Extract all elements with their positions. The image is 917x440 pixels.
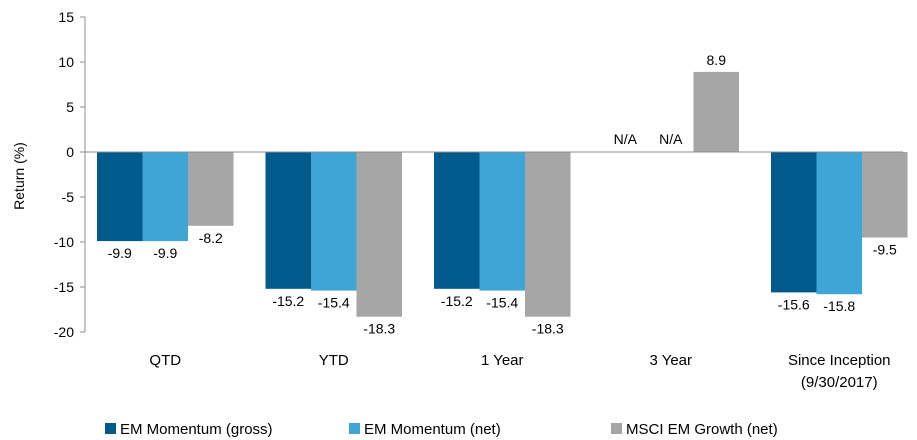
category-labels-group: QTD YTD 1 Year 3 Year Since Inception (9/30/2… <box>149 352 890 391</box>
axes-group <box>84 17 903 332</box>
legend-swatch-1 <box>349 423 360 434</box>
category-label-2: 1 Year <box>481 352 524 369</box>
y-tick-label: 10 <box>58 54 74 70</box>
bar-4-2 <box>862 152 908 238</box>
data-label-1-0: -15.2 <box>272 293 304 309</box>
bar-4-1 <box>816 152 862 295</box>
y-tick-label: -10 <box>54 234 74 250</box>
y-tick-label: 5 <box>66 99 74 115</box>
data-label-0-2: -8.2 <box>199 230 223 246</box>
bar-2-2 <box>525 152 571 317</box>
data-label-3-1: N/A <box>659 131 683 147</box>
data-label-4-1: -15.8 <box>823 298 855 314</box>
legend: EM Momentum (gross) EM Momentum (net) MSCI… <box>105 421 778 438</box>
category-label-4: Since Inception <box>788 352 891 369</box>
bar-0-0 <box>97 152 143 242</box>
data-label-3-0: N/A <box>614 131 638 147</box>
y-tick-label: 15 <box>58 9 74 25</box>
legend-swatch-2 <box>611 423 622 434</box>
bar-3-2 <box>693 71 739 152</box>
y-tick-label: 0 <box>66 144 74 160</box>
bar-4-0 <box>771 152 817 293</box>
data-label-2-0: -15.2 <box>441 293 473 309</box>
data-label-0-0: -9.9 <box>108 245 132 261</box>
data-label-1-1: -15.4 <box>318 295 350 311</box>
bar-1-2 <box>356 152 402 317</box>
category-label-0: QTD <box>149 352 181 369</box>
data-label-4-0: -15.6 <box>778 296 810 312</box>
data-label-4-2: -9.5 <box>873 242 897 258</box>
bar-0-1 <box>142 152 188 242</box>
data-labels-group: -9.9 -9.9 -8.2 -15.2 -15.4 -18.3 -15.2 -15.4 -18… <box>108 52 897 337</box>
bar-2-1 <box>479 152 525 291</box>
y-tick-label: -5 <box>62 189 75 205</box>
category-label-1: YTD <box>319 352 349 369</box>
data-label-3-2: 8.9 <box>707 52 727 68</box>
data-label-2-2: -18.3 <box>532 321 564 337</box>
legend-swatch-0 <box>105 423 116 434</box>
data-label-1-2: -18.3 <box>363 321 395 337</box>
bar-1-0 <box>265 152 311 289</box>
data-label-0-1: -9.9 <box>153 245 177 261</box>
legend-label-0: EM Momentum (gross) <box>120 421 273 438</box>
y-tick-label: -15 <box>54 279 74 295</box>
bar-2-0 <box>434 152 480 289</box>
category-label-3: 3 Year <box>649 352 692 369</box>
data-label-2-1: -15.4 <box>486 295 518 311</box>
y-axis-ticks: 15 10 5 0 -5 -10 -15 -20 <box>54 9 85 340</box>
y-tick-label: -20 <box>54 324 74 340</box>
bar-0-2 <box>188 152 234 226</box>
y-axis-title: Return (%) <box>11 142 27 210</box>
legend-label-1: EM Momentum (net) <box>364 421 501 438</box>
legend-label-2: MSCI EM Growth (net) <box>626 421 778 438</box>
bars-group <box>97 71 908 317</box>
bar-1-1 <box>311 152 357 291</box>
category-label-4-line2: (9/30/2017) <box>801 374 878 391</box>
